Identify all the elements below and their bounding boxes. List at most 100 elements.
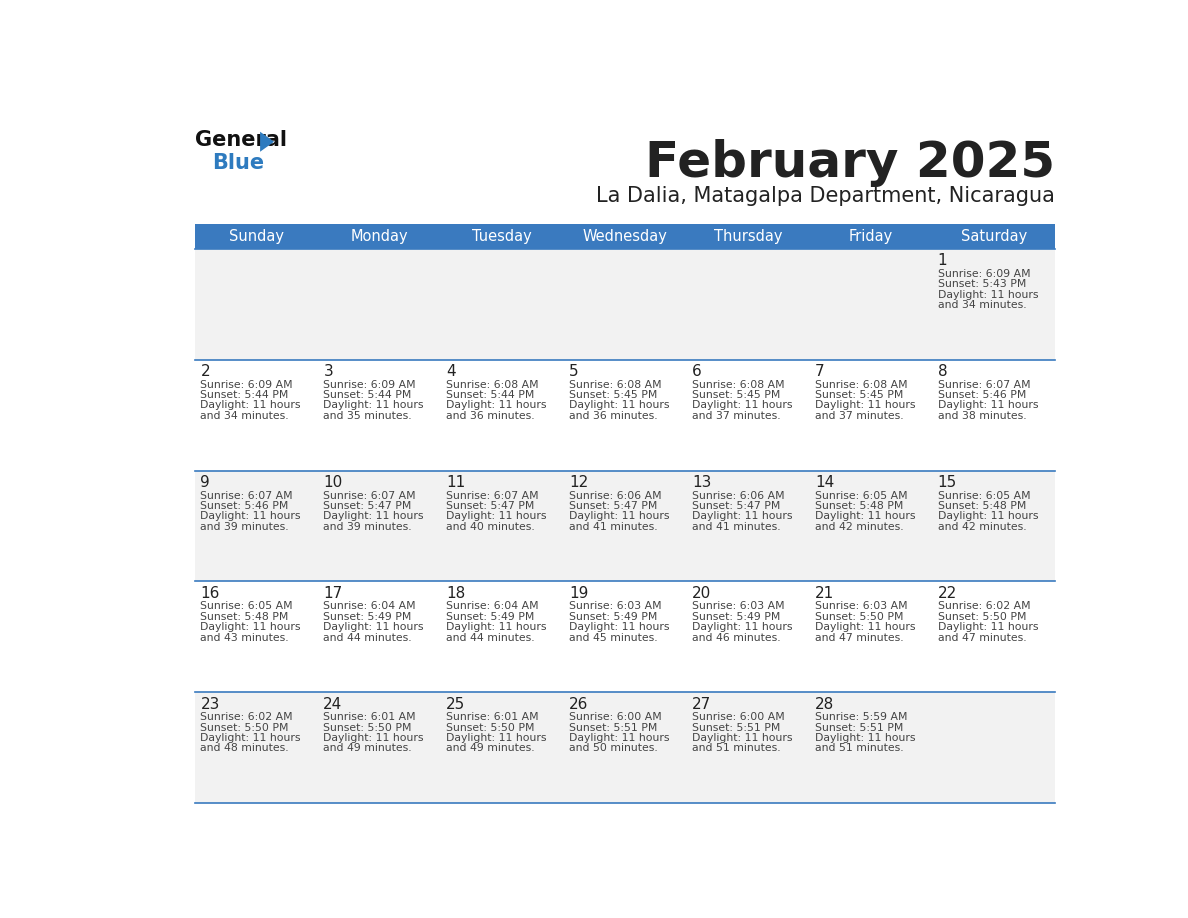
Text: and 49 minutes.: and 49 minutes. <box>323 744 412 754</box>
Text: Sunrise: 6:06 AM: Sunrise: 6:06 AM <box>691 490 784 500</box>
Text: Sunset: 5:44 PM: Sunset: 5:44 PM <box>201 390 289 400</box>
Text: Daylight: 11 hours: Daylight: 11 hours <box>447 400 546 410</box>
Text: 27: 27 <box>691 697 712 711</box>
Text: Sunset: 5:51 PM: Sunset: 5:51 PM <box>569 722 657 733</box>
Text: Sunset: 5:50 PM: Sunset: 5:50 PM <box>937 611 1026 621</box>
Text: Sunset: 5:46 PM: Sunset: 5:46 PM <box>201 501 289 511</box>
Text: Daylight: 11 hours: Daylight: 11 hours <box>201 511 301 521</box>
Bar <box>933 224 1055 249</box>
Text: Sunset: 5:50 PM: Sunset: 5:50 PM <box>323 722 412 733</box>
Text: 28: 28 <box>815 697 834 711</box>
Text: Daylight: 11 hours: Daylight: 11 hours <box>937 511 1038 521</box>
Text: Daylight: 11 hours: Daylight: 11 hours <box>201 733 301 743</box>
Text: Tuesday: Tuesday <box>473 229 532 244</box>
Text: Sunset: 5:44 PM: Sunset: 5:44 PM <box>323 390 412 400</box>
Text: Sunrise: 6:00 AM: Sunrise: 6:00 AM <box>569 712 662 722</box>
Text: Sunset: 5:48 PM: Sunset: 5:48 PM <box>815 501 903 511</box>
Bar <box>318 249 441 360</box>
Bar <box>933 471 1055 581</box>
Bar <box>687 224 809 249</box>
Bar <box>441 360 563 471</box>
Text: 16: 16 <box>201 586 220 601</box>
Text: and 40 minutes.: and 40 minutes. <box>447 521 535 532</box>
Text: Saturday: Saturday <box>961 229 1026 244</box>
Text: Daylight: 11 hours: Daylight: 11 hours <box>447 622 546 633</box>
Text: Daylight: 11 hours: Daylight: 11 hours <box>691 400 792 410</box>
Bar <box>318 224 441 249</box>
Bar <box>687 360 809 471</box>
Text: Sunset: 5:48 PM: Sunset: 5:48 PM <box>201 611 289 621</box>
Bar <box>809 224 933 249</box>
Text: Sunset: 5:50 PM: Sunset: 5:50 PM <box>447 722 535 733</box>
Text: Sunrise: 6:06 AM: Sunrise: 6:06 AM <box>569 490 662 500</box>
Text: and 41 minutes.: and 41 minutes. <box>691 521 781 532</box>
Text: Daylight: 11 hours: Daylight: 11 hours <box>691 511 792 521</box>
Text: 18: 18 <box>447 586 466 601</box>
Text: Sunset: 5:50 PM: Sunset: 5:50 PM <box>815 611 903 621</box>
Text: Blue: Blue <box>211 153 264 174</box>
Bar <box>809 581 933 692</box>
Text: Sunset: 5:48 PM: Sunset: 5:48 PM <box>937 501 1026 511</box>
Text: Sunset: 5:46 PM: Sunset: 5:46 PM <box>937 390 1026 400</box>
Bar <box>933 692 1055 803</box>
Text: Sunrise: 6:08 AM: Sunrise: 6:08 AM <box>815 380 908 389</box>
Text: Sunrise: 6:07 AM: Sunrise: 6:07 AM <box>323 490 416 500</box>
Text: and 36 minutes.: and 36 minutes. <box>447 411 535 420</box>
Text: and 51 minutes.: and 51 minutes. <box>815 744 904 754</box>
Bar <box>563 224 687 249</box>
Bar <box>809 471 933 581</box>
Text: Sunrise: 6:03 AM: Sunrise: 6:03 AM <box>691 601 784 611</box>
Text: Sunset: 5:45 PM: Sunset: 5:45 PM <box>815 390 903 400</box>
Text: Sunset: 5:45 PM: Sunset: 5:45 PM <box>569 390 657 400</box>
Text: Daylight: 11 hours: Daylight: 11 hours <box>815 733 916 743</box>
Text: Sunrise: 6:01 AM: Sunrise: 6:01 AM <box>447 712 539 722</box>
Text: Sunrise: 6:07 AM: Sunrise: 6:07 AM <box>201 490 293 500</box>
Text: Daylight: 11 hours: Daylight: 11 hours <box>691 733 792 743</box>
Text: Sunrise: 6:03 AM: Sunrise: 6:03 AM <box>569 601 662 611</box>
Text: and 49 minutes.: and 49 minutes. <box>447 744 535 754</box>
Text: Sunset: 5:50 PM: Sunset: 5:50 PM <box>201 722 289 733</box>
Text: and 34 minutes.: and 34 minutes. <box>937 300 1026 310</box>
Text: and 44 minutes.: and 44 minutes. <box>447 633 535 643</box>
Bar <box>195 692 318 803</box>
Text: and 47 minutes.: and 47 minutes. <box>815 633 904 643</box>
Text: 8: 8 <box>937 364 947 379</box>
Bar <box>563 249 687 360</box>
Bar <box>195 249 318 360</box>
Text: and 42 minutes.: and 42 minutes. <box>937 521 1026 532</box>
Text: and 37 minutes.: and 37 minutes. <box>815 411 904 420</box>
Text: 23: 23 <box>201 697 220 711</box>
Text: Daylight: 11 hours: Daylight: 11 hours <box>201 622 301 633</box>
Text: Daylight: 11 hours: Daylight: 11 hours <box>323 622 424 633</box>
Bar <box>318 360 441 471</box>
Text: Daylight: 11 hours: Daylight: 11 hours <box>569 511 670 521</box>
Bar <box>563 692 687 803</box>
Text: February 2025: February 2025 <box>645 140 1055 187</box>
Text: and 47 minutes.: and 47 minutes. <box>937 633 1026 643</box>
Text: Sunrise: 6:04 AM: Sunrise: 6:04 AM <box>447 601 539 611</box>
Bar <box>809 249 933 360</box>
Bar <box>933 249 1055 360</box>
Text: and 39 minutes.: and 39 minutes. <box>323 521 412 532</box>
Text: Wednesday: Wednesday <box>582 229 668 244</box>
Text: Friday: Friday <box>848 229 893 244</box>
Bar <box>687 249 809 360</box>
Text: Sunset: 5:43 PM: Sunset: 5:43 PM <box>937 279 1026 289</box>
Bar <box>563 471 687 581</box>
Text: Sunset: 5:47 PM: Sunset: 5:47 PM <box>323 501 412 511</box>
Text: Sunrise: 6:09 AM: Sunrise: 6:09 AM <box>201 380 293 389</box>
Text: and 39 minutes.: and 39 minutes. <box>201 521 289 532</box>
Text: and 35 minutes.: and 35 minutes. <box>323 411 412 420</box>
Bar <box>441 581 563 692</box>
Text: Daylight: 11 hours: Daylight: 11 hours <box>691 622 792 633</box>
Text: and 42 minutes.: and 42 minutes. <box>815 521 904 532</box>
Text: and 46 minutes.: and 46 minutes. <box>691 633 781 643</box>
Text: 17: 17 <box>323 586 342 601</box>
Text: Sunrise: 6:00 AM: Sunrise: 6:00 AM <box>691 712 785 722</box>
Text: 6: 6 <box>691 364 702 379</box>
Text: and 50 minutes.: and 50 minutes. <box>569 744 658 754</box>
Text: Daylight: 11 hours: Daylight: 11 hours <box>569 400 670 410</box>
Bar <box>809 360 933 471</box>
Text: 5: 5 <box>569 364 579 379</box>
Text: Sunrise: 6:08 AM: Sunrise: 6:08 AM <box>691 380 784 389</box>
